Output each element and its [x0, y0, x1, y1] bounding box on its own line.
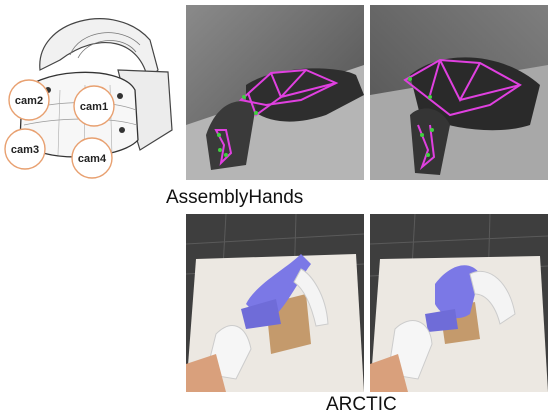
camera-callout-cam1: cam1 [73, 85, 115, 127]
cam4-label: cam4 [78, 153, 107, 165]
camera-callout-cam2: cam2 [8, 79, 50, 121]
camera-callout-cam4: cam4 [71, 137, 113, 179]
headset-illustration: cam2 cam1 cam3 cam4 [4, 18, 173, 179]
assemblyhands-image-left [186, 5, 364, 180]
arctic-image-right [370, 214, 548, 392]
cam3-label: cam3 [11, 144, 39, 156]
arctic-caption: ARCTIC [326, 394, 397, 415]
assemblyhands-caption: AssemblyHands [166, 187, 304, 208]
assemblyhands-image-right [370, 5, 548, 180]
camera-callout-cam3: cam3 [4, 128, 46, 170]
cam2-label: cam2 [15, 95, 43, 107]
cam1-label: cam1 [80, 101, 108, 113]
arctic-image-left [186, 214, 364, 392]
